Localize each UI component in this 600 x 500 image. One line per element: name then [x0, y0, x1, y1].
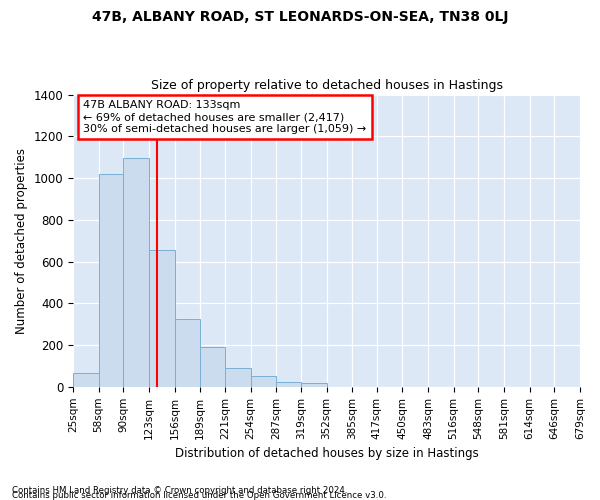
X-axis label: Distribution of detached houses by size in Hastings: Distribution of detached houses by size …: [175, 447, 478, 460]
Bar: [73, 374, 98, 387]
Text: 47B, ALBANY ROAD, ST LEONARDS-ON-SEA, TN38 0LJ: 47B, ALBANY ROAD, ST LEONARDS-ON-SEA, TN…: [92, 10, 508, 24]
Text: Contains HM Land Registry data © Crown copyright and database right 2024.: Contains HM Land Registry data © Crown c…: [12, 486, 347, 495]
Bar: [149, 250, 175, 387]
Title: Size of property relative to detached houses in Hastings: Size of property relative to detached ho…: [151, 79, 503, 92]
Bar: [200, 347, 225, 387]
Bar: [276, 382, 301, 387]
Y-axis label: Number of detached properties: Number of detached properties: [15, 148, 28, 334]
Bar: [225, 368, 251, 387]
Bar: [251, 376, 276, 387]
Text: Contains public sector information licensed under the Open Government Licence v3: Contains public sector information licen…: [12, 491, 386, 500]
Bar: [301, 382, 326, 387]
Bar: [175, 319, 200, 387]
Text: 47B ALBANY ROAD: 133sqm
← 69% of detached houses are smaller (2,417)
30% of semi: 47B ALBANY ROAD: 133sqm ← 69% of detache…: [83, 100, 367, 134]
Bar: [98, 174, 124, 387]
Bar: [124, 158, 149, 387]
